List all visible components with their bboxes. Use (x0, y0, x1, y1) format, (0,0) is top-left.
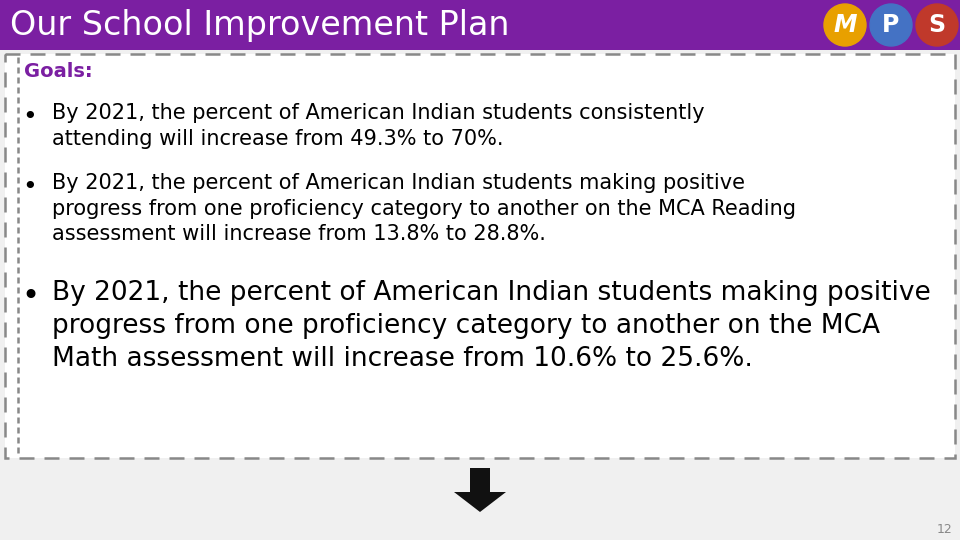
Bar (5, 54, 955, 458)
Bar (0, 0, 960, 50)
Polygon shape (454, 492, 506, 512)
Text: Goals:: Goals: (24, 62, 92, 81)
Text: P: P (882, 13, 900, 37)
Text: •: • (23, 175, 37, 199)
Text: •: • (21, 282, 39, 311)
Circle shape (824, 4, 866, 46)
Text: By 2021, the percent of American Indian students consistently
attending will inc: By 2021, the percent of American Indian … (52, 103, 705, 148)
Text: 12: 12 (936, 523, 952, 536)
Text: M: M (833, 13, 856, 37)
Text: •: • (23, 105, 37, 129)
Bar (0, 458, 960, 540)
Text: By 2021, the percent of American Indian students making positive
progress from o: By 2021, the percent of American Indian … (52, 173, 796, 244)
Circle shape (916, 4, 958, 46)
Text: Our School Improvement Plan: Our School Improvement Plan (10, 9, 510, 42)
Circle shape (870, 4, 912, 46)
Bar (470, 468, 490, 492)
Text: By 2021, the percent of American Indian students making positive
progress from o: By 2021, the percent of American Indian … (52, 280, 931, 372)
Text: S: S (928, 13, 946, 37)
